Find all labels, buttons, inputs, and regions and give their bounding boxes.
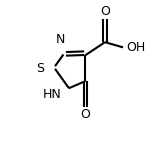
Text: OH: OH xyxy=(126,41,146,54)
Text: S: S xyxy=(36,62,44,75)
Text: N: N xyxy=(56,33,66,46)
Text: O: O xyxy=(100,5,110,18)
Text: HN: HN xyxy=(42,88,61,101)
Text: O: O xyxy=(81,108,90,121)
